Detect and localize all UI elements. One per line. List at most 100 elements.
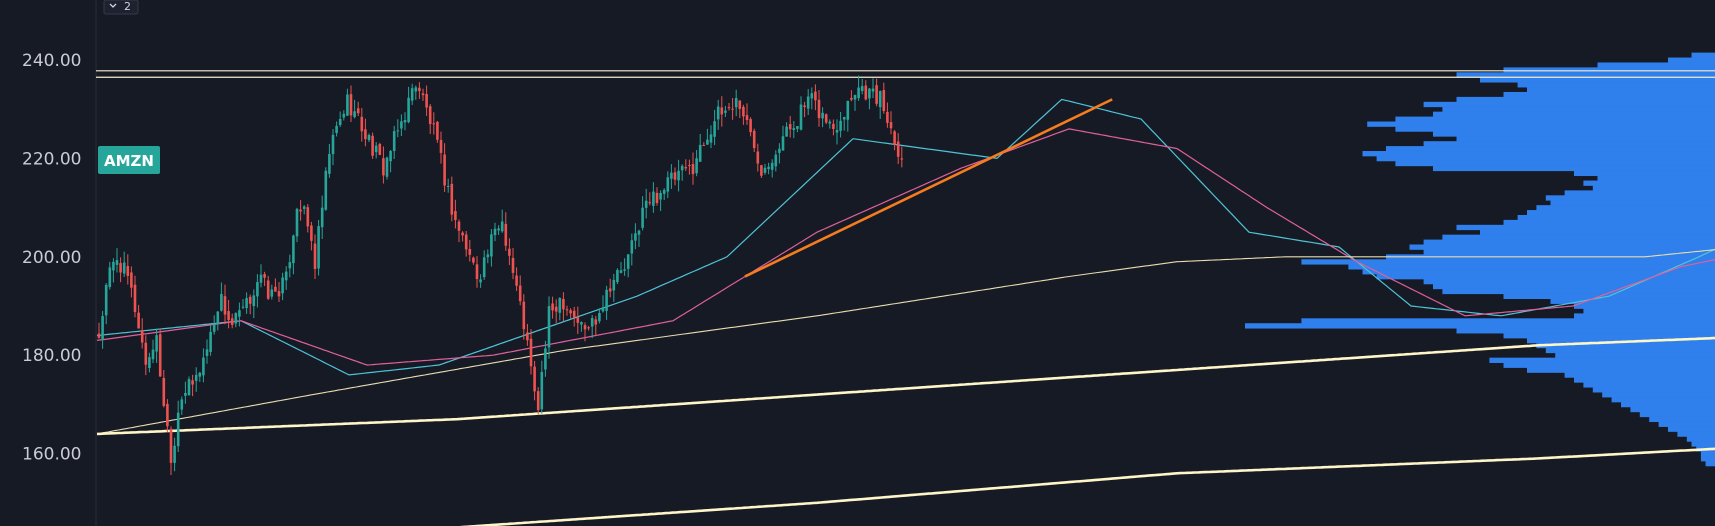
candle-body [356,108,360,114]
candle-body [216,311,220,324]
candle-body [875,85,878,104]
candle-body [857,87,860,99]
candle-body [252,295,256,307]
candle-body [770,162,774,170]
candle-body [900,158,904,160]
candle-body [864,85,868,100]
volume-profile-bar [1527,87,1715,93]
candle-body [896,141,900,157]
candle-body [619,270,623,273]
candle-body [623,269,626,271]
candle-body [295,208,299,237]
candle-body [256,282,259,297]
volume-profile-bar [1686,436,1715,442]
candle-body [515,275,518,286]
symbol-label: AMZN [104,152,154,170]
candle-body [158,334,162,377]
ma-line-fast [96,98,1715,376]
candle-body [490,234,493,257]
candle-body [727,107,731,109]
candle-body [407,97,410,123]
ma-line-long1 [96,336,1715,436]
candle-body [652,191,655,206]
symbol-badge-bg [98,146,160,174]
candle-body [191,380,194,385]
candle-body [529,338,533,367]
candle-body [166,403,169,427]
volume-profile-bar [1602,392,1715,398]
candle-body [140,330,144,343]
candle-body [742,106,745,117]
volume-profile-bar [1362,151,1715,157]
candle-body [850,97,853,100]
candle-body [648,202,652,204]
candle-body [691,164,695,175]
volume-profile-bar [1503,333,1715,339]
resistance-lines[interactable] [96,70,1715,78]
volume-profile-bar [1433,283,1715,290]
candle-body [400,121,403,129]
collapse-count: 2 [124,0,131,13]
candle-body [486,254,490,258]
candle-body [551,303,554,311]
candle-body [198,372,202,377]
volume-profile-bar [1433,111,1715,117]
candle-body [457,221,461,231]
candle-body [328,154,331,174]
trendline-drawing[interactable] [744,98,1113,278]
candle-body [97,333,101,338]
candle-body [443,154,446,186]
volume-profile-bar [1517,82,1715,88]
candle-body [374,145,378,153]
candle-body [608,288,612,292]
symbol-badge[interactable]: AMZN [98,146,160,174]
volume-profile-bar [1545,347,1715,354]
volume-profile-bar [1480,229,1715,236]
candle-body [518,285,522,302]
candle-body [464,234,468,250]
volume-profile-bar [1564,190,1715,196]
collapse-button[interactable]: 2 [103,0,139,15]
volume-profile-bar [1545,195,1715,201]
volume-profile-bar [1527,367,1715,373]
candle-body [626,254,630,269]
candle-body [504,223,508,246]
candle-body [259,274,263,283]
volume-profile-bar [1668,426,1715,432]
volume-profile-bar [1503,91,1715,98]
candle-body [446,185,450,187]
candle-body [342,113,346,118]
volume-profile-bar [1301,259,1715,265]
collapse-button-bg [103,0,139,15]
candle-body [508,248,511,256]
candle-body [605,289,608,311]
candle-body [641,207,644,228]
candle-body [724,110,727,113]
candle-body [234,313,238,324]
candle-body [778,148,781,153]
candle-body [882,90,886,112]
volume-profile-bar [1583,180,1715,186]
candle-body [270,289,274,297]
candle-body [209,331,212,352]
volume-profile-bar [1456,224,1715,231]
candle-body [594,319,598,325]
volume-profile-bar [1503,362,1715,368]
candle-body [148,357,151,368]
candle-body [842,117,846,120]
volume-profile-bar [1592,387,1715,393]
candle-body [194,374,198,381]
volume-profile-bar [1423,278,1715,285]
candle-body [497,228,500,231]
candle-body [461,232,464,236]
candle-body [533,366,536,392]
candle-body [320,207,324,228]
candle-body [760,165,763,176]
candle-body [115,260,119,265]
volume-profile-bar [1386,146,1715,152]
trendline[interactable] [744,98,1113,278]
candle-body [612,279,616,291]
y-tick-label: 200.00 [22,248,81,268]
